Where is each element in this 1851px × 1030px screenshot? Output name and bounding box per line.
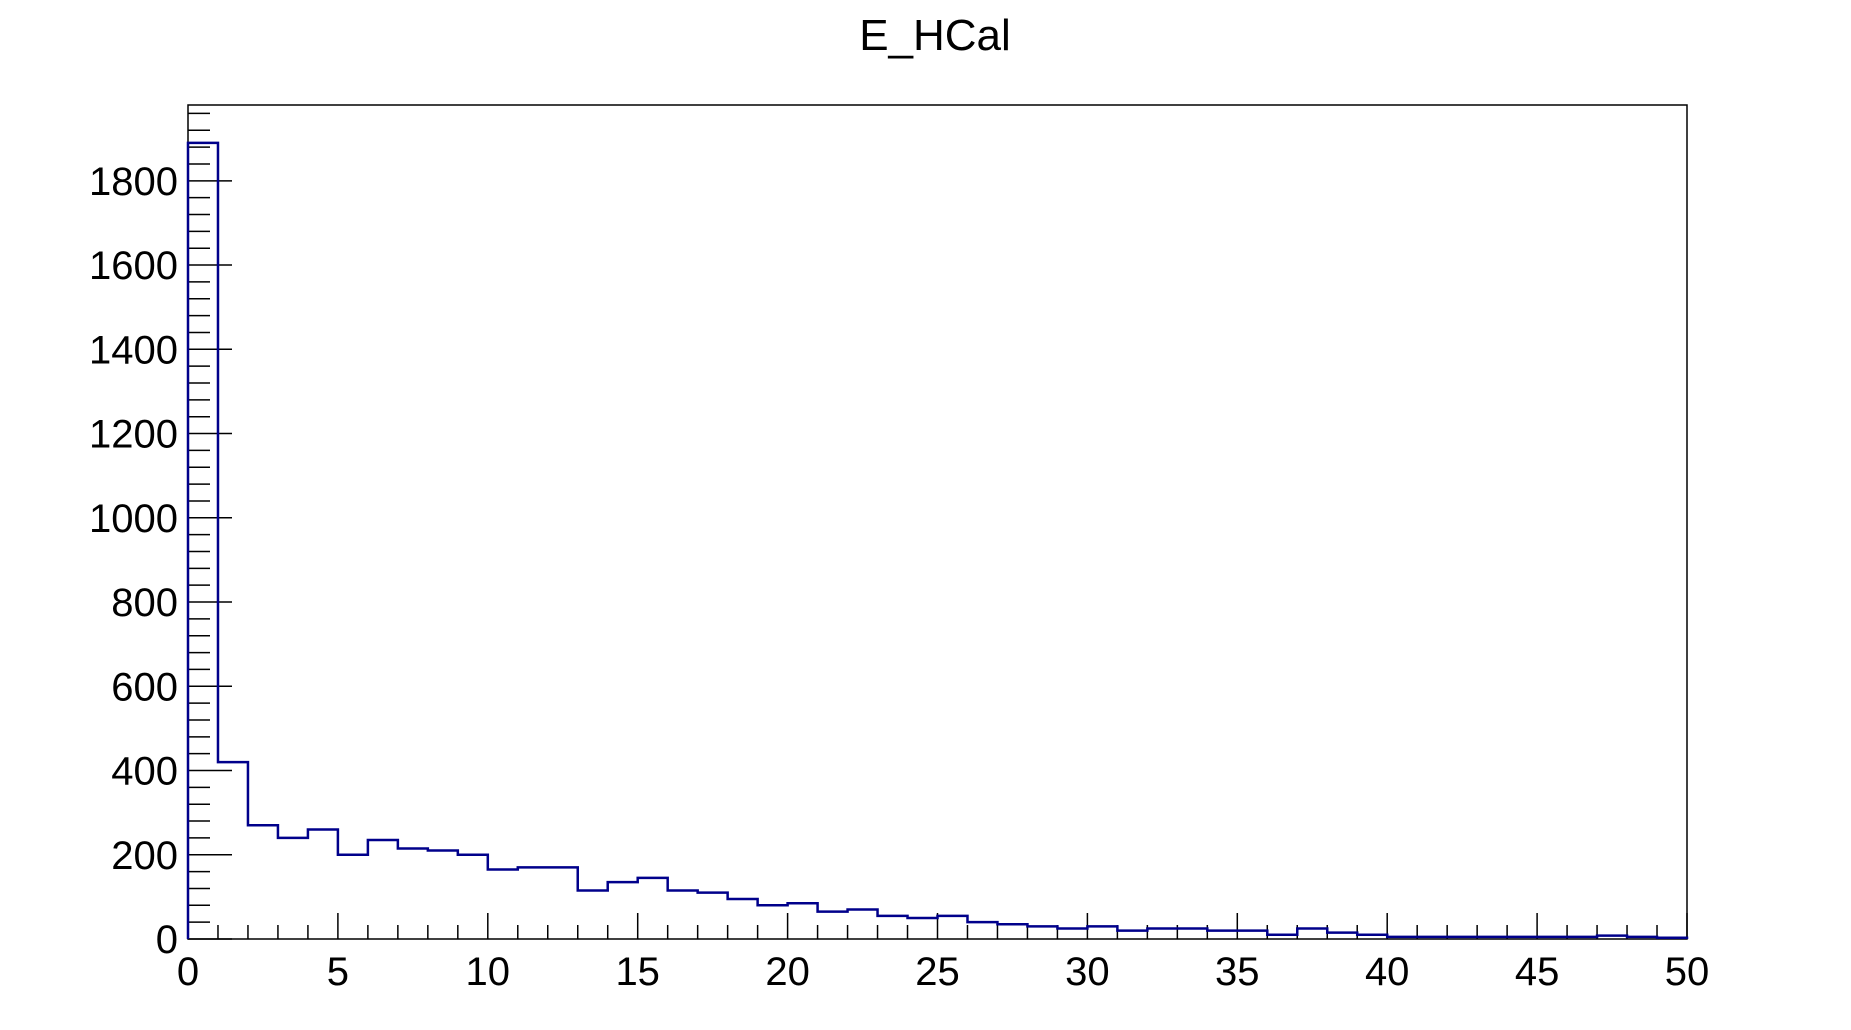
histogram-bin [368, 840, 398, 939]
histogram-bin [997, 924, 1027, 939]
x-tick-label: 35 [1215, 950, 1260, 994]
histogram-bin [188, 143, 218, 939]
y-tick-label: 200 [111, 834, 178, 878]
histogram-bin [967, 922, 997, 939]
x-tick-label: 50 [1665, 950, 1710, 994]
histogram-bin [398, 848, 428, 939]
histogram-bin [548, 867, 578, 939]
x-tick-label: 40 [1365, 950, 1410, 994]
histogram-bin [1147, 928, 1177, 939]
histogram-bin [308, 829, 338, 939]
histogram-bin [848, 910, 878, 939]
histogram-bin [218, 762, 248, 939]
x-tick-label: 15 [615, 950, 660, 994]
y-tick-label: 1600 [89, 244, 178, 288]
chart-title: E_HCal [859, 11, 1011, 60]
histogram-outline [186, 141, 1689, 939]
axis-ticks [187, 112, 1688, 940]
x-tick-label: 30 [1065, 950, 1110, 994]
histogram-bin [1207, 931, 1237, 939]
x-tick-label: 45 [1515, 950, 1560, 994]
y-tick-label: 0 [156, 918, 178, 962]
y-tick-label: 800 [111, 581, 178, 625]
histogram-bins [188, 143, 1687, 939]
histogram-bin [758, 905, 788, 939]
x-tick-label: 5 [327, 950, 349, 994]
y-tick-label: 1400 [89, 328, 178, 372]
histogram-bin [578, 891, 608, 939]
histogram-bin [728, 899, 758, 939]
y-tick-label: 1200 [89, 413, 178, 457]
axis-tick-labels: 0 5 10 15 20 25 30 35 40 45 50 0 200 400 600 800 1000 120… [89, 160, 1709, 994]
histogram-bin [1237, 931, 1267, 939]
histogram-bin [818, 912, 848, 939]
x-tick-label: 20 [765, 950, 810, 994]
plot-frame [187, 104, 1688, 940]
histogram-bin [428, 851, 458, 939]
histogram-bin [1087, 926, 1117, 939]
histogram-bin [938, 916, 968, 939]
histogram-bin [1117, 931, 1147, 939]
histogram-bin [1297, 928, 1327, 939]
histogram-bin [638, 878, 668, 939]
y-tick-label: 1800 [89, 160, 178, 204]
histogram-bin [278, 838, 308, 939]
x-tick-label: 0 [177, 950, 199, 994]
histogram-bin [788, 903, 818, 939]
histogram-bin [698, 893, 728, 939]
y-tick-label: 600 [111, 665, 178, 709]
histogram-bin [608, 882, 638, 939]
histogram-bin [1177, 928, 1207, 939]
histogram-bin [518, 867, 548, 939]
histogram-bin [878, 916, 908, 939]
x-tick-label: 10 [466, 950, 511, 994]
histogram-bin [1027, 926, 1057, 939]
histogram-bin [668, 891, 698, 939]
histogram-bin [908, 918, 938, 939]
histogram-bin [458, 855, 488, 939]
y-tick-label: 400 [111, 750, 178, 794]
y-tick-label: 1000 [89, 497, 178, 541]
histogram-bin [1057, 928, 1087, 939]
histogram-bin [248, 825, 278, 939]
x-tick-label: 25 [915, 950, 960, 994]
histogram-bin [488, 870, 518, 940]
histogram-bin [338, 855, 368, 939]
